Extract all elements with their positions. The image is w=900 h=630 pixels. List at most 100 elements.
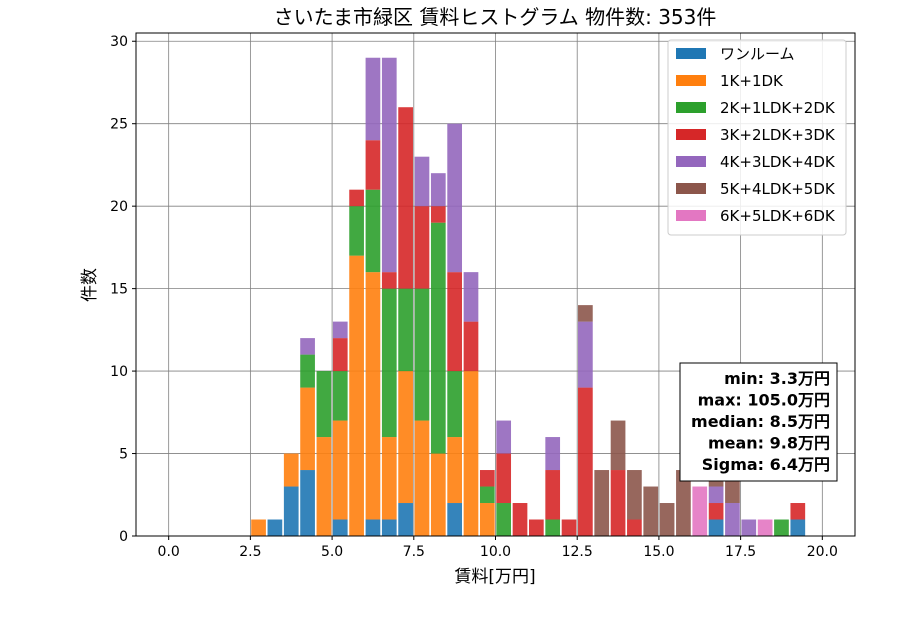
bar-segment: [332, 371, 348, 421]
bar-segment: [332, 519, 348, 536]
bar-segment: [251, 519, 266, 536]
legend: ワンルーム 1K+1DK 2K+1LDK+2DK 3K+2LDK+3DK 4K+3LDK…: [667, 39, 847, 236]
bar-segment: [430, 206, 446, 223]
bar-segment: [643, 486, 659, 536]
bar-segment: [365, 189, 381, 273]
bar-segment: [463, 371, 479, 536]
bar-segment: [708, 519, 724, 536]
bar-segment: [316, 371, 332, 438]
bar-segment: [447, 123, 463, 273]
x-tick-label: 17.5: [725, 544, 756, 560]
x-tick-label: 10.0: [480, 544, 511, 560]
y-tick-label: 30: [110, 34, 128, 50]
legend-swatch: [676, 75, 706, 86]
bar-segment: [414, 420, 430, 536]
bar-segment: [414, 156, 430, 207]
x-tick-labels: 0.0 2.5 5.0 7.5 10.0 12.5 15.0 17.5 20.0: [158, 544, 838, 560]
bar-segment: [561, 519, 577, 536]
bar-segment: [381, 57, 397, 273]
legend-swatch: [676, 183, 706, 194]
x-tick-label: 7.5: [403, 544, 425, 560]
y-tick-label: 0: [119, 529, 128, 545]
legend-entry: 1K+1DK: [720, 72, 784, 90]
bar-segment: [790, 503, 806, 520]
bar-segment: [594, 470, 610, 536]
bar-segment: [545, 470, 561, 520]
x-axis-label: 賃料[万円]: [454, 567, 535, 587]
bar-segment: [578, 387, 593, 536]
bar-segment: [381, 288, 397, 438]
bar-segment: [545, 519, 561, 536]
stats-line: max: 105.0万円: [698, 391, 830, 410]
y-axis-label: 件数: [80, 268, 100, 302]
bar-segment: [528, 519, 544, 536]
bar-segment: [398, 288, 413, 372]
bar-segment: [414, 206, 430, 289]
bar-segment: [757, 519, 773, 536]
bar-segment: [430, 173, 446, 207]
y-tick-label: 25: [110, 117, 128, 133]
bar-segment: [627, 470, 642, 520]
bar-segment: [398, 371, 413, 504]
x-tick-label: 0.0: [158, 544, 180, 560]
y-tick-labels: 0 5 10 15 20 25 30: [110, 34, 128, 545]
bar-segment: [349, 206, 364, 256]
x-tick-label: 2.5: [239, 544, 261, 560]
y-tick-label: 10: [110, 364, 128, 380]
bar-segment: [332, 321, 348, 339]
bar-segment: [430, 222, 446, 454]
bar-segment: [463, 272, 479, 322]
bar-segment: [659, 503, 675, 536]
bar-segment: [349, 189, 364, 207]
bars-group: [251, 57, 806, 536]
legend-entry: 5K+4LDK+5DK: [720, 180, 836, 198]
legend-swatch: [676, 48, 706, 59]
bar-segment: [316, 437, 332, 536]
bar-segment: [332, 338, 348, 372]
y-tick-label: 20: [110, 199, 128, 215]
bar-segment: [545, 437, 561, 471]
bar-segment: [479, 470, 495, 487]
bar-segment: [676, 470, 691, 536]
bar-segment: [447, 272, 463, 372]
stats-box: [679, 362, 838, 482]
bar-segment: [414, 288, 430, 421]
bar-segment: [365, 140, 381, 190]
bar-segment: [283, 486, 299, 536]
stats-line: min: 3.3万円: [724, 369, 830, 388]
legend-swatch: [676, 156, 706, 167]
bar-segment: [610, 470, 626, 536]
bar-segment: [479, 503, 495, 536]
bar-segment: [790, 519, 806, 536]
bar-segment: [381, 437, 397, 520]
bar-segment: [283, 453, 299, 487]
bar-segment: [447, 437, 463, 504]
stats-annotation: min: 3.3万円 max: 105.0万円 median: 8.5万円 mean:…: [679, 362, 838, 482]
bar-segment: [741, 519, 757, 536]
x-tick-label: 15.0: [643, 544, 674, 560]
bar-segment: [365, 272, 381, 520]
bar-segment: [430, 453, 446, 536]
bar-segment: [381, 519, 397, 536]
legend-swatch: [676, 129, 706, 140]
bar-segment: [300, 338, 315, 355]
chart-title: さいたま市緑区 賃料ヒストグラム 物件数: 353件: [274, 5, 717, 29]
bar-segment: [365, 57, 381, 141]
bar-segment: [610, 420, 626, 471]
stats-line: median: 8.5万円: [691, 412, 830, 431]
bar-segment: [332, 420, 348, 520]
bar-segment: [463, 321, 479, 372]
bar-segment: [447, 371, 463, 438]
legend-entry: ワンルーム: [720, 45, 795, 63]
legend-entry: 2K+1LDK+2DK: [720, 99, 836, 117]
x-tick-label: 5.0: [321, 544, 343, 560]
bar-segment: [708, 503, 724, 520]
bar-segment: [398, 503, 413, 536]
bar-segment: [300, 470, 315, 536]
bar-segment: [627, 519, 642, 536]
bar-segment: [398, 107, 413, 289]
bar-segment: [447, 503, 463, 536]
bar-segment: [300, 387, 315, 471]
legend-swatch: [676, 210, 706, 221]
